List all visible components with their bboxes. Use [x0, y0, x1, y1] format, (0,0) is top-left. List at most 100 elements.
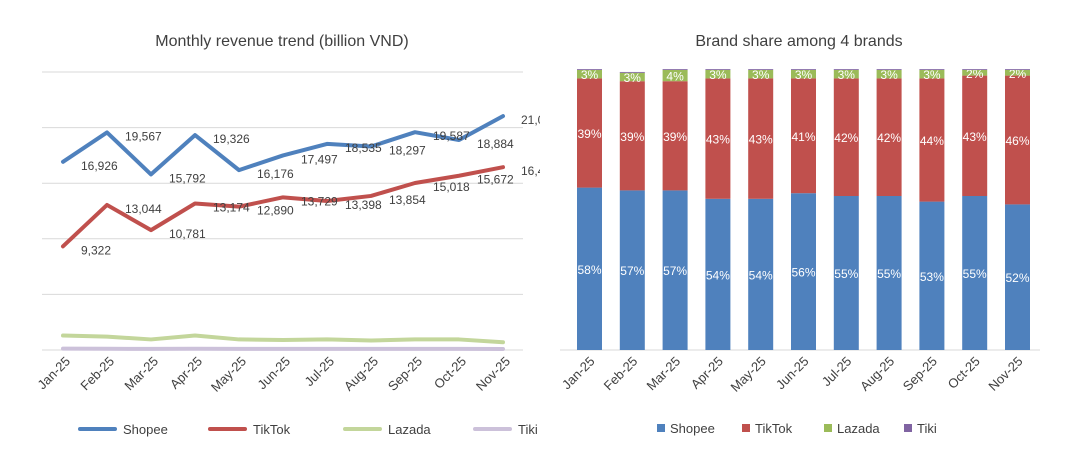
bar-label-lazada: 2% — [966, 67, 984, 81]
x-tick-label: Nov-25 — [985, 354, 1025, 394]
bar-segment-tiki — [748, 69, 774, 70]
legend-label-tiktok: TikTok — [755, 421, 793, 436]
bar-label-lazada: 4% — [666, 70, 684, 84]
bar-segment-tiki — [662, 69, 688, 70]
data-label-tiktok: 16,439 — [521, 164, 540, 178]
bar-segment-lazada — [619, 72, 645, 82]
bar-segment-tiktok — [662, 81, 688, 191]
bar-segment-tiktok — [619, 81, 645, 191]
bar-segment-tiki — [1005, 69, 1030, 70]
data-label-shopee: 17,497 — [301, 152, 338, 166]
bar-label-shopee: 55% — [834, 267, 858, 281]
data-label-tiktok: 12,890 — [257, 204, 294, 218]
x-tick-label: Mar-25 — [643, 354, 683, 394]
bar-segment-tiktok — [748, 78, 774, 199]
legend-label-shopee: Shopee — [123, 422, 168, 437]
x-tick-label: May-25 — [728, 354, 769, 395]
data-label-tiktok: 13,729 — [301, 194, 338, 208]
bar-segment-shopee — [748, 198, 774, 350]
bar-label-lazada: 3% — [709, 68, 727, 82]
bar-segment-lazada — [919, 70, 945, 79]
bar-segment-tiktok — [577, 78, 602, 188]
bar-segment-lazada — [748, 70, 774, 79]
bar-segment-tiktok — [705, 78, 731, 199]
bar-label-shopee: 52% — [1005, 271, 1029, 285]
data-label-shopee: 18,297 — [389, 144, 426, 158]
legend-label-tiktok: TikTok — [253, 422, 291, 437]
data-label-tiktok: 15,672 — [477, 173, 514, 187]
bar-segment-tiki — [962, 69, 988, 70]
bar-label-lazada: 3% — [923, 68, 941, 82]
legend-swatch-lazada — [824, 424, 832, 432]
data-label-shopee: 19,326 — [213, 132, 250, 146]
data-label-tiktok: 13,174 — [213, 201, 250, 215]
bar-label-lazada: 3% — [880, 68, 898, 82]
data-label-tiktok: 13,044 — [125, 202, 162, 216]
bar-segment-lazada — [876, 70, 902, 79]
bar-segment-shopee — [962, 196, 988, 350]
bar-segment-shopee — [1005, 204, 1030, 350]
bar-segment-tiktok — [1005, 75, 1030, 205]
legend-label-shopee: Shopee — [670, 421, 715, 436]
bar-label-tiktok: 39% — [663, 130, 687, 144]
legend-swatch-shopee — [657, 424, 665, 432]
bar-label-tiktok: 46% — [1005, 134, 1029, 148]
data-label-shopee: 18,535 — [345, 141, 382, 155]
bar-label-lazada: 2% — [1009, 67, 1027, 81]
legend-label-lazada: Lazada — [388, 422, 431, 437]
x-tick-label: Sep-25 — [900, 354, 940, 394]
bar-segment-lazada — [791, 70, 816, 79]
legend-label-tiki: Tiki — [518, 422, 538, 437]
data-label-shopee: 15,792 — [169, 171, 206, 185]
data-label-shopee: 18,884 — [477, 137, 514, 151]
bar-segment-lazada — [962, 70, 988, 76]
bar-segment-shopee — [919, 201, 945, 350]
data-label-tiktok: 9,322 — [81, 243, 111, 257]
x-tick-label: Feb-25 — [601, 354, 641, 394]
bar-label-tiktok: 44% — [920, 134, 944, 148]
legend-swatch-tiki — [904, 424, 912, 432]
bar-label-shopee: 54% — [706, 268, 730, 282]
bar-label-shopee: 55% — [877, 267, 901, 281]
x-tick-label: Jan-25 — [559, 354, 598, 393]
x-tick-label: Jun-25 — [773, 354, 812, 393]
bar-segment-shopee — [662, 190, 688, 350]
bar-label-shopee: 55% — [963, 267, 987, 281]
bar-label-tiktok: 42% — [834, 131, 858, 145]
bar-label-lazada: 3% — [795, 68, 813, 82]
data-label-tiktok: 15,018 — [433, 180, 470, 194]
bar-segment-lazada — [705, 70, 731, 79]
bar-label-tiktok: 43% — [706, 133, 730, 147]
bar-segment-shopee — [876, 196, 902, 350]
bar-segment-tiki — [919, 69, 945, 70]
bar-label-shopee: 56% — [791, 266, 815, 280]
data-label-shopee: 16,926 — [81, 159, 118, 173]
bar-label-tiktok: 42% — [877, 131, 901, 145]
bar-segment-tiki — [577, 69, 602, 70]
bar-segment-tiki — [791, 69, 816, 70]
chart-title: Monthly revenue trend (billion VND) — [155, 33, 408, 50]
bar-label-tiktok: 39% — [620, 130, 644, 144]
bar-segment-tiktok — [876, 78, 902, 196]
legend-label-lazada: Lazada — [837, 421, 880, 436]
bar-segment-shopee — [619, 190, 645, 350]
bar-segment-tiktok — [791, 78, 816, 194]
bar-label-lazada: 3% — [838, 68, 856, 82]
legend-label-tiki: Tiki — [917, 421, 937, 436]
bar-label-shopee: 58% — [577, 263, 601, 277]
x-tick-label: Apr-25 — [688, 354, 726, 392]
bar-segment-lazada — [577, 70, 602, 79]
bar-segment-tiki — [876, 69, 902, 70]
bar-segment-shopee — [577, 187, 602, 350]
line-chart-revenue-trend: Monthly revenue trend (billion VND)Jan-2… — [34, 33, 540, 437]
bar-label-shopee: 57% — [620, 264, 644, 278]
bar-segment-tiki — [619, 71, 645, 73]
bar-segment-tiktok — [833, 78, 859, 196]
legend-swatch-tiktok — [742, 424, 750, 432]
data-label-shopee: 19,567 — [125, 129, 162, 143]
x-tick-label: Oct-25 — [945, 354, 983, 392]
bar-label-shopee: 53% — [920, 270, 944, 284]
bar-segment-shopee — [705, 198, 731, 350]
